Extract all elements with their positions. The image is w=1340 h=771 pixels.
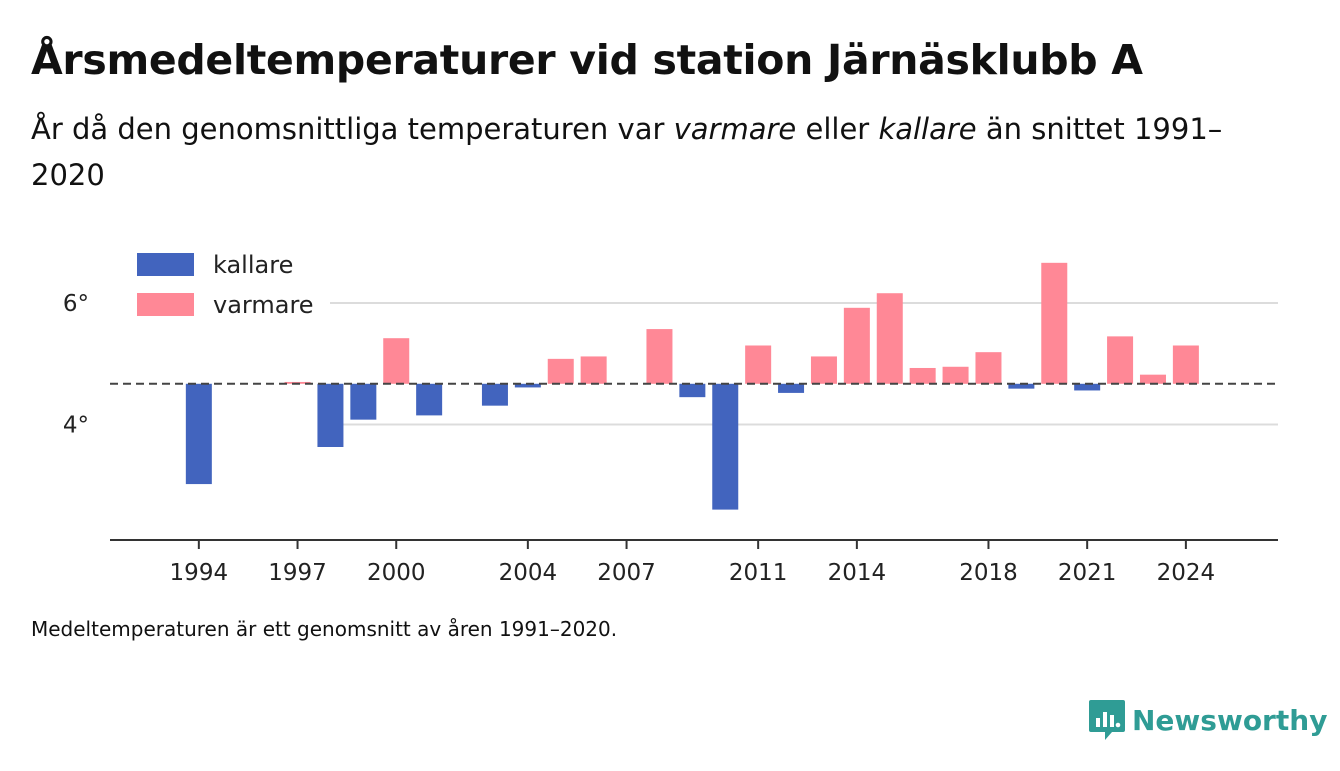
bar-2014 [843,307,870,384]
brand-name: Newsworthy [1132,703,1328,737]
bar-2006 [580,356,607,384]
x-axis-ticks: 1994 1997 2000 2004 2007 2011 2014 2018 2021 2024 [170,540,1216,586]
bar-2024 [1172,345,1199,384]
legend-swatch-warmer [137,293,194,316]
x-tick-label: 2000 [367,560,426,586]
subtitle-colder: kallare [878,112,977,146]
newsworthy-logo-icon [1089,700,1125,740]
bar-2019 [1008,383,1035,389]
bar-2008 [646,329,673,384]
bar-2017 [942,366,969,384]
bar-1998 [317,383,344,447]
gridlines [330,301,1278,426]
bar-2015 [876,293,903,384]
bar-2022 [1107,336,1134,384]
bar-2011 [745,345,772,384]
x-tick-label: 2018 [959,560,1018,586]
bar-2005 [547,358,574,384]
bar-2009 [679,383,706,398]
bar-2016 [909,367,936,384]
footnote: Medeltemperaturen är ett genomsnitt av å… [31,617,618,641]
bar-2013 [810,356,837,384]
x-tick-label: 1997 [268,560,327,586]
bars [185,262,1199,510]
x-tick-label: 2024 [1157,560,1216,586]
bar-2010 [712,383,739,510]
bar-2012 [778,383,805,393]
legend-swatch-colder [137,253,194,276]
bar-1999 [350,383,377,420]
bar-2023 [1139,374,1166,384]
legend-label-warmer: varmare [213,291,314,319]
bar-2001 [416,383,443,416]
y-axis-ticks: 4° 6° [63,291,89,439]
bar-2000 [383,338,410,384]
bar-2018 [975,352,1002,384]
subtitle-text-2: eller [796,112,879,146]
bar-2020 [1041,262,1068,384]
x-tick-label: 2011 [729,560,788,586]
chart-subtitle: År då den genomsnittliga temperaturen va… [31,106,1231,198]
subtitle-text-3: än snittet 1991–2020 [31,112,1223,192]
x-tick-label: 2004 [499,560,558,586]
x-tick-label: 2021 [1058,560,1117,586]
chart-title: Årsmedeltemperaturer vid station Järnäsk… [31,36,1143,84]
bar-1994 [185,383,212,485]
subtitle-warmer: varmare [673,112,797,146]
y-tick-label: 6° [63,291,89,317]
x-tick-label: 2007 [597,560,656,586]
y-tick-label: 4° [63,413,89,439]
bar-chart: 4° 6° 1994 1997 2000 2004 2007 2011 2014 2018 202… [63,251,1278,586]
legend-label-colder: kallare [213,251,293,279]
legend: kallare varmare [137,251,314,319]
brand-logo: Newsworthy [1088,697,1327,743]
subtitle-text-1: År då den genomsnittliga temperaturen va… [31,112,674,146]
x-tick-label: 1994 [170,560,229,586]
bar-2003 [481,383,508,406]
x-tick-label: 2014 [828,560,887,586]
bar-2004 [514,383,541,388]
bar-2021 [1074,383,1101,391]
